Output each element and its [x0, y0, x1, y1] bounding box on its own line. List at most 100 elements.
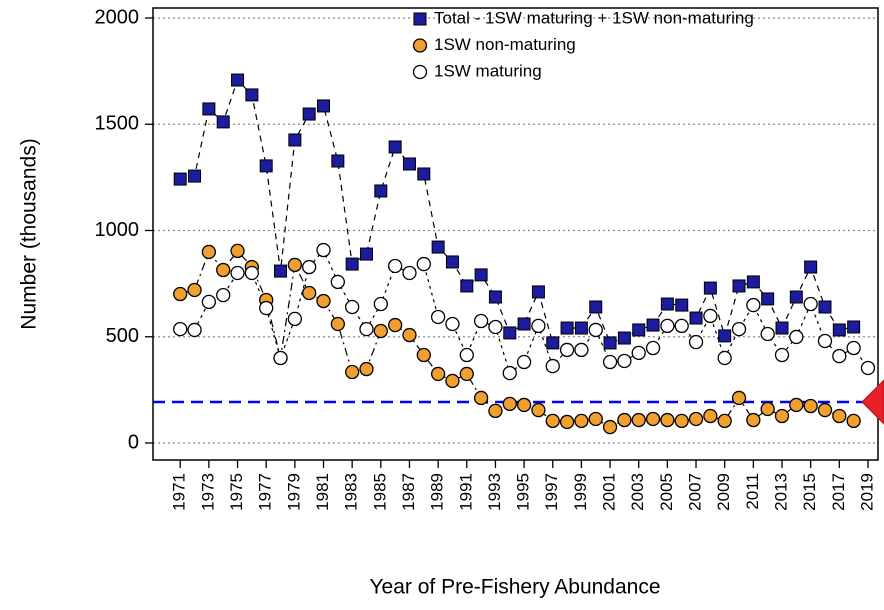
data-point [459, 366, 474, 382]
data-point [317, 99, 331, 113]
data-point [617, 353, 632, 369]
data-point [488, 319, 503, 335]
data-point [274, 264, 288, 278]
indicator-triangle [861, 379, 884, 425]
y-tick-label: 2000 [95, 6, 140, 28]
data-point [631, 345, 646, 361]
data-point [330, 316, 345, 332]
data-point [560, 321, 574, 335]
data-point [445, 316, 460, 332]
data-point [847, 320, 861, 334]
data-point [689, 311, 703, 325]
x-tick-label: 1973 [198, 473, 217, 511]
data-point [703, 408, 718, 424]
data-point [703, 308, 718, 324]
x-tick-label: 2011 [743, 473, 762, 510]
data-point [846, 340, 861, 356]
data-point [259, 159, 273, 173]
data-point [287, 311, 302, 327]
data-point [531, 285, 545, 299]
data-point [431, 240, 445, 254]
data-point [445, 373, 460, 389]
data-point [216, 287, 231, 303]
data-point [187, 282, 202, 298]
data-point [216, 115, 230, 129]
data-point [430, 366, 446, 382]
data-point [645, 411, 661, 427]
data-point [803, 296, 818, 312]
data-point [717, 413, 732, 429]
data-point [488, 403, 503, 419]
data-point [774, 408, 790, 424]
x-axis-label: Year of Pre-Fishery Abundance [369, 576, 660, 599]
data-point [746, 275, 760, 289]
data-point [473, 313, 489, 329]
x-tick-label: 2017 [829, 473, 848, 511]
data-point [245, 88, 259, 102]
x-tick-label: 1999 [571, 473, 590, 511]
y-tick-label: 500 [106, 325, 139, 347]
data-point [703, 281, 717, 295]
data-point [374, 184, 388, 198]
legend-label: Total - 1SW maturing + 1SW non-maturing [434, 8, 754, 27]
data-point [675, 298, 689, 312]
x-tick-label: 1979 [284, 473, 303, 511]
data-point [546, 336, 560, 350]
data-point [302, 259, 317, 275]
data-point [660, 318, 675, 334]
data-point [173, 286, 188, 302]
data-point [316, 293, 331, 309]
data-point [516, 354, 532, 370]
data-point [531, 402, 546, 418]
y-tick-label: 0 [128, 431, 139, 453]
data-point [574, 321, 588, 335]
data-point [345, 364, 360, 380]
x-tick-label: 1993 [485, 473, 504, 511]
x-tick-label: 2015 [800, 473, 819, 511]
data-point [488, 290, 502, 304]
data-point [646, 318, 660, 332]
data-point [531, 318, 546, 334]
data-point [832, 408, 847, 424]
data-point [731, 321, 747, 337]
data-point [602, 419, 618, 435]
data-point [746, 297, 761, 313]
x-tick-label: 1975 [227, 473, 246, 511]
data-point [287, 257, 302, 273]
x-tick-label: 1991 [456, 473, 475, 511]
data-point [775, 321, 789, 335]
data-point [502, 396, 517, 412]
data-point [216, 262, 231, 278]
data-point [789, 290, 803, 304]
data-point [559, 414, 575, 430]
legend-label: 1SW non-maturing [434, 35, 576, 54]
data-point [602, 354, 618, 370]
x-tick-label: 1983 [342, 473, 361, 511]
data-point [588, 322, 603, 338]
data-point [230, 243, 245, 259]
x-tick-label: 1977 [256, 473, 275, 511]
plot-frame [152, 7, 879, 461]
data-point [387, 258, 403, 274]
legend-marker [412, 38, 428, 53]
data-point [359, 247, 373, 261]
data-point [545, 358, 560, 374]
data-point [474, 268, 488, 282]
data-point [359, 361, 374, 377]
data-point [674, 318, 689, 334]
data-point [445, 255, 459, 269]
data-point [589, 300, 603, 314]
data-point [789, 397, 804, 413]
x-tick-label: 2013 [771, 473, 790, 511]
data-point [632, 323, 646, 337]
data-point [402, 327, 417, 343]
data-point [660, 297, 674, 311]
data-point [688, 334, 704, 350]
data-point [273, 350, 288, 366]
series-line [180, 78, 854, 345]
data-point [330, 274, 345, 290]
data-point [388, 140, 402, 154]
data-point [645, 340, 661, 356]
data-point [817, 333, 833, 349]
data-point [617, 412, 632, 428]
